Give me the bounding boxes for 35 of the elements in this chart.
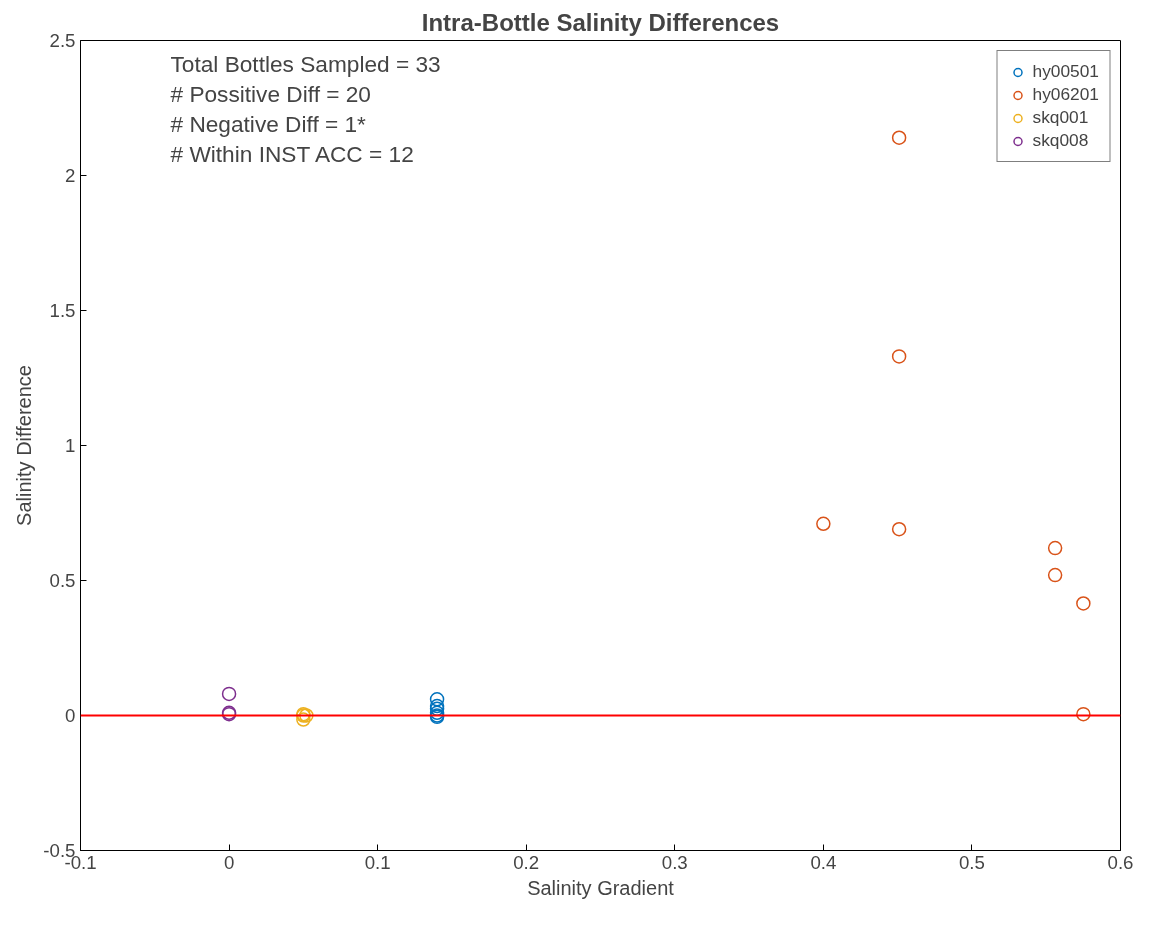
- point: [221, 686, 237, 702]
- y-tick-label: 1: [65, 435, 76, 456]
- x-tick-label: 0.5: [958, 851, 985, 873]
- y-tick-label: 1.5: [49, 300, 76, 321]
- point: [1047, 540, 1063, 556]
- legend-label: skq008: [1032, 130, 1089, 151]
- point: [816, 516, 831, 532]
- x-tick-label: 0.6: [1107, 851, 1134, 873]
- point: [1047, 567, 1063, 583]
- y-tick-label: 0: [65, 705, 76, 726]
- point: [1076, 596, 1091, 611]
- legend-label: hy06201: [1032, 84, 1099, 105]
- annotation: Total Bottles Sampled = 33: [170, 50, 441, 77]
- x-tick-label: 0.3: [661, 851, 688, 873]
- point: [891, 521, 907, 537]
- y-tick-label: 2: [65, 165, 76, 186]
- y-axis-title: Salinity Difference: [13, 365, 36, 526]
- point: [891, 349, 907, 364]
- y-tick-label: 0.5: [49, 570, 76, 591]
- x-tick-label: 0.4: [810, 851, 837, 873]
- point: [891, 130, 907, 145]
- annotation: # Possitive Diff = 20: [170, 80, 371, 107]
- point: [1076, 706, 1091, 722]
- legend-label: hy00501: [1032, 61, 1099, 82]
- annotation: # Within INST ACC = 12: [170, 140, 414, 167]
- x-tick-label: 0.2: [513, 851, 540, 873]
- annotation: # Negative Diff = 1*: [170, 110, 367, 137]
- y-tick-label: 2.5: [49, 30, 76, 51]
- chart-title: Intra-Bottle Salinity Differences: [421, 8, 780, 36]
- x-tick-label: 0: [223, 851, 235, 873]
- x-tick-label: 0.1: [364, 851, 391, 873]
- point: [296, 712, 311, 727]
- point: [429, 692, 445, 707]
- x-axis-title: Salinity Gradient: [527, 876, 675, 899]
- legend-label: skq001: [1032, 107, 1089, 128]
